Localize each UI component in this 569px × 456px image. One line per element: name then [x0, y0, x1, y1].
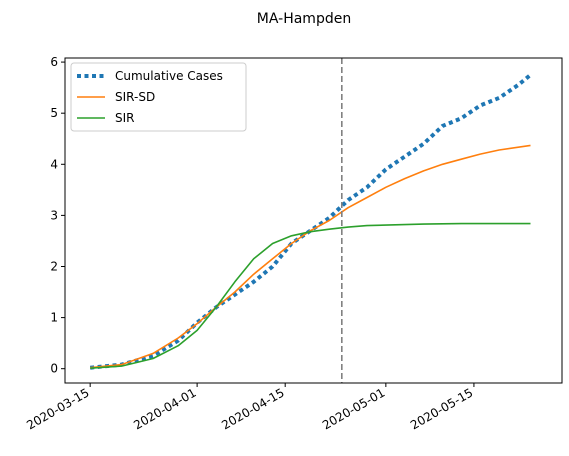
series-line-sir — [90, 222, 531, 369]
legend-box — [70, 62, 247, 132]
legend: Cumulative Cases SIR-SD SIR — [70, 62, 247, 132]
y-tick-label: 5 — [50, 106, 58, 120]
legend-label: Cumulative Cases — [115, 69, 223, 83]
y-tick-label: 1 — [50, 311, 58, 325]
plot-area — [90, 58, 532, 383]
legend-label: SIR-SD — [115, 90, 155, 104]
chart-title: MA-Hampden — [257, 11, 351, 27]
x-tick-label: 2020-04-15 — [219, 385, 286, 432]
y-tick-label: 4 — [50, 157, 58, 171]
legend-label: SIR — [115, 111, 135, 125]
plot-frame — [64, 57, 563, 384]
y-tick-label: 3 — [50, 208, 58, 222]
x-tick-label: 2020-03-15 — [24, 385, 91, 432]
x-tick-label: 2020-05-01 — [320, 385, 387, 432]
series-line-sir-sd — [90, 144, 531, 369]
y-tick-label: 0 — [50, 362, 58, 376]
x-tick-label: 2020-05-15 — [408, 385, 475, 432]
y-tick-label: 6 — [50, 55, 58, 69]
x-tick-label: 2020-04-01 — [131, 385, 198, 432]
y-tick-label: 2 — [50, 259, 58, 273]
